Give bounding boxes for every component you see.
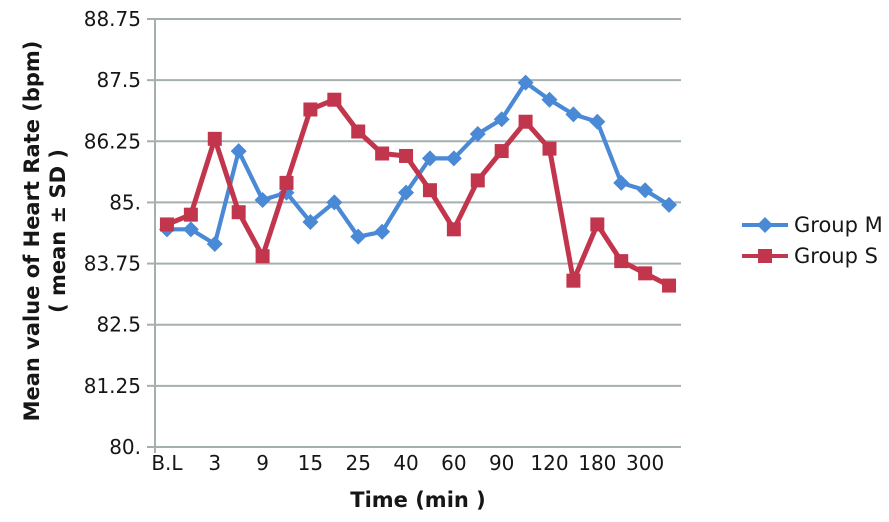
y-tick-label: 81.25: [84, 374, 141, 398]
y-axis-title: Mean value of Heart Rate (bpm) ( mean ± …: [19, 41, 71, 422]
y-tick-label: 82.5: [96, 313, 141, 337]
y-tick-label: 83.75: [84, 252, 141, 276]
x-tick-label: 90: [489, 451, 514, 475]
data-point-group-m: [350, 228, 367, 245]
data-point-group-s: [494, 144, 509, 159]
data-point-group-m: [374, 223, 391, 240]
data-point-group-s: [470, 173, 485, 188]
x-axis-title: Time (min ): [350, 488, 486, 512]
x-tick-label: 300: [626, 451, 664, 475]
data-point-group-s: [542, 141, 557, 156]
y-tick-label: 88.75: [84, 7, 141, 31]
data-point-group-m: [613, 174, 630, 191]
data-point-group-m: [254, 191, 271, 208]
data-point-group-s: [662, 278, 677, 293]
x-tick-label: 60: [441, 451, 466, 475]
data-point-group-s: [518, 114, 533, 129]
data-point-group-s: [614, 254, 629, 269]
data-point-group-s: [159, 217, 174, 232]
data-point-group-m: [493, 111, 510, 128]
legend: Group M Group S: [741, 213, 883, 268]
y-tick-label: 85.: [109, 190, 141, 214]
legend-item-group-s: Group S: [741, 244, 883, 268]
data-point-group-s: [422, 183, 437, 198]
data-point-group-s: [303, 102, 318, 117]
data-point-group-s: [399, 148, 414, 163]
data-point-group-m: [637, 182, 654, 199]
data-point-group-s: [255, 249, 270, 264]
x-tick-label: 40: [393, 451, 418, 475]
y-tick-label: 80.: [109, 435, 141, 459]
series-line-group-s: [164, 97, 672, 289]
data-point-group-m: [517, 74, 534, 91]
data-point-group-s: [446, 222, 461, 237]
data-point-group-m: [398, 184, 415, 201]
data-point-group-m: [589, 113, 606, 130]
legend-item-group-m: Group M: [741, 213, 883, 237]
legend-label-group-m: Group M: [794, 213, 883, 237]
y-axis-title-line2: ( mean ± SD ): [46, 149, 70, 313]
x-tick-label: 15: [298, 451, 323, 475]
data-point-group-m: [421, 150, 438, 167]
data-point-group-s: [351, 124, 366, 139]
group-s-line-marker-icon: [742, 249, 788, 263]
data-point-group-s: [183, 207, 198, 222]
x-tick-label: 120: [530, 451, 568, 475]
data-point-group-m: [182, 221, 199, 238]
data-point-group-s: [279, 175, 294, 190]
x-tick-label: 3: [208, 451, 221, 475]
data-point-group-m: [302, 213, 319, 230]
data-point-group-m: [541, 91, 558, 108]
data-point-group-s: [590, 217, 605, 232]
y-tick-label: 86.25: [84, 129, 141, 153]
x-tick-label: 180: [578, 451, 616, 475]
data-point-group-m: [661, 196, 678, 213]
data-point-group-s: [375, 146, 390, 161]
x-tick-label: B.L: [151, 451, 183, 475]
data-point-group-m: [206, 236, 223, 253]
data-point-group-m: [565, 106, 582, 123]
y-tick-label: 87.5: [96, 68, 141, 92]
data-point-group-s: [638, 266, 653, 281]
group-m-line-marker-icon: [742, 217, 788, 233]
data-point-group-m: [326, 194, 343, 211]
data-point-group-m: [469, 125, 486, 142]
x-tick-label: 9: [256, 451, 269, 475]
legend-label-group-s: Group S: [794, 244, 878, 268]
data-point-group-m: [230, 143, 247, 160]
data-point-group-s: [231, 205, 246, 220]
data-point-group-m: [445, 150, 462, 167]
data-point-group-s: [566, 273, 581, 288]
x-tick-label: 25: [346, 451, 371, 475]
data-point-group-s: [207, 131, 222, 146]
y-axis-title-line1: Mean value of Heart Rate (bpm): [20, 40, 44, 422]
data-point-group-s: [327, 92, 342, 107]
